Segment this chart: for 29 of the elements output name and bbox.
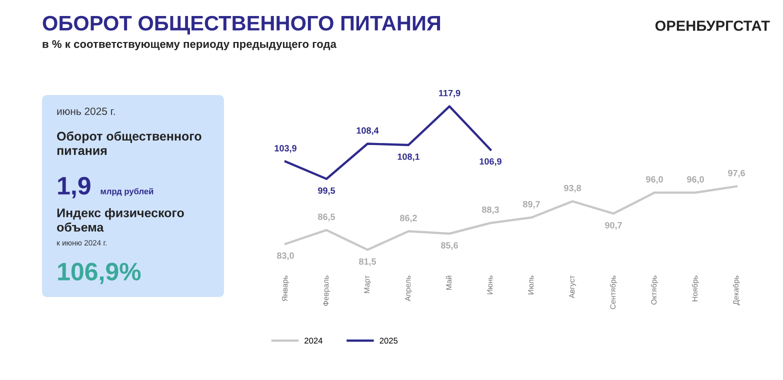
data-label: 117,9 (439, 90, 460, 98)
text: ОРЕНБУРГСТАТ (655, 20, 770, 31)
data-label: 108,1 (398, 153, 420, 162)
data-label: 90,7 (605, 222, 622, 230)
text: июнь 2025 г. (57, 108, 115, 115)
text: 106,9% (58, 262, 141, 284)
data-label: 85,6 (441, 242, 458, 250)
data-label: 96,0 (646, 176, 663, 184)
data-label: 88,3 (482, 206, 499, 214)
data-label: 89,7 (523, 201, 540, 209)
text: Оборот общественного питания (57, 131, 202, 156)
data-label: 97,6 (728, 170, 745, 178)
data-label: 86,2 (400, 214, 417, 222)
legend-label: 2025 (380, 338, 398, 344)
data-label: 81,5 (359, 258, 376, 266)
data-label: 96,0 (687, 176, 704, 184)
data-label: 86,5 (318, 214, 336, 222)
data-label: 83,0 (277, 252, 294, 260)
data-label: 103,9 (274, 145, 296, 153)
text: Индекс физического объема (57, 208, 184, 232)
text: 1,9 (58, 176, 90, 198)
data-label: 93,8 (564, 184, 582, 193)
text: млрд рублей (100, 188, 154, 196)
legend-label: 2024 (304, 338, 322, 344)
data-label: 106,9 (480, 158, 502, 166)
chart-subtitle: в % к соответствующему периоду предыдущего года (42, 40, 337, 50)
chart-title: ОБОРОТ ОБЩЕСТВЕННОГО ПИТАНИЯ (42, 16, 440, 35)
data-label: 99,5 (318, 187, 336, 196)
data-label: 108,4 (356, 127, 379, 136)
